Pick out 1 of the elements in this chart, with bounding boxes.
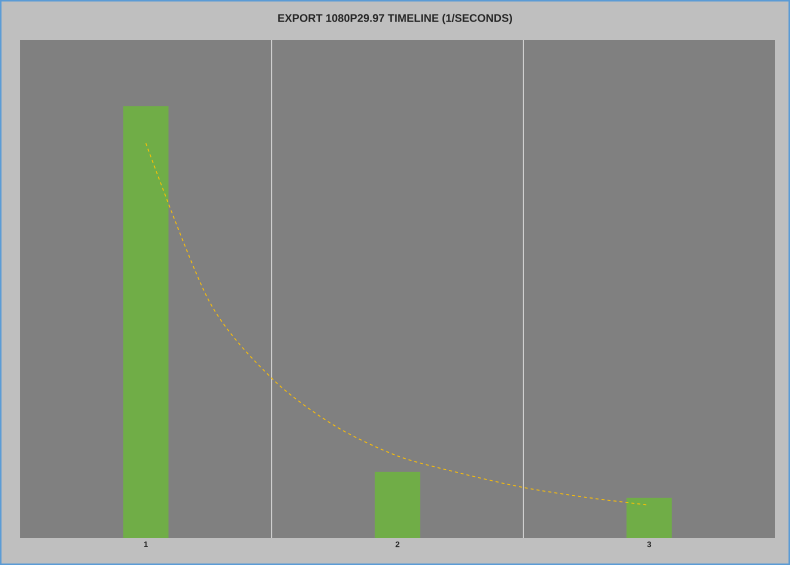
chart-title: EXPORT 1080P29.97 TIMELINE (1/SECONDS) [278, 14, 512, 24]
